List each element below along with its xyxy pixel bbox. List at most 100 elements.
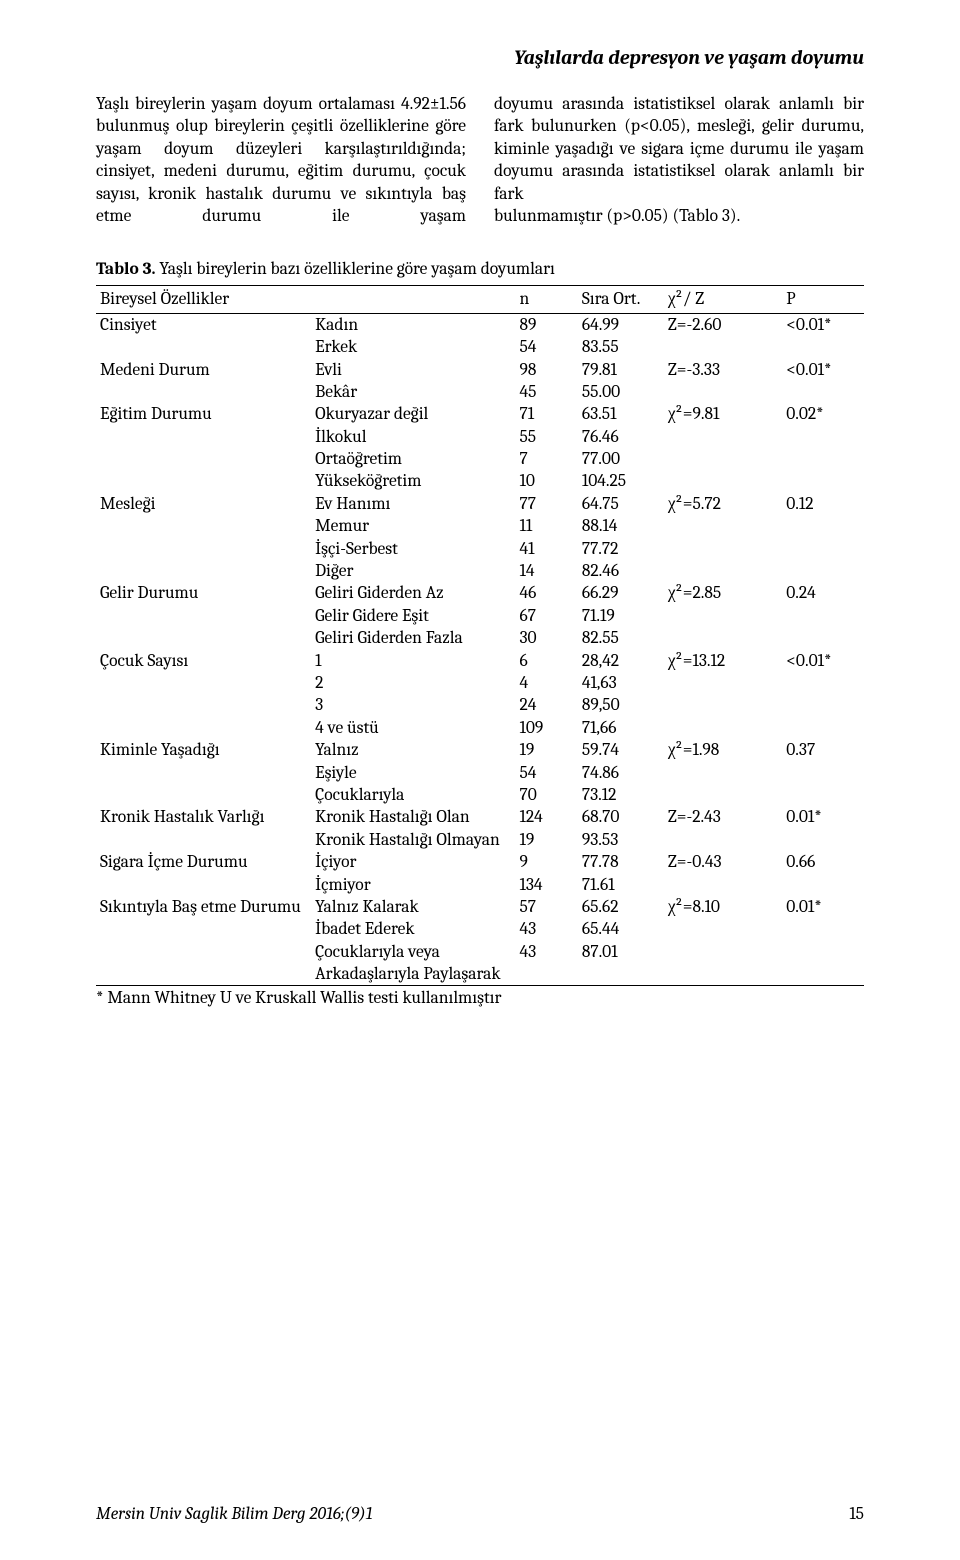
cell-cat: Okuryazar değil <box>311 403 515 425</box>
table-row: İçmiyor13471.61 <box>96 874 864 896</box>
cell-sira: 55.00 <box>578 381 664 403</box>
cell-p <box>782 694 864 716</box>
cell-sira: 82.46 <box>578 560 664 582</box>
cell-chi <box>664 336 782 358</box>
table-row: Medeni DurumEvli9879.81Z=-3.33<0.01* <box>96 359 864 381</box>
table-row: Kiminle YaşadığıYalnız1959.74χ²=1.980.37 <box>96 739 864 761</box>
table-row: Sigara İçme Durumuİçiyor977.78Z=-0.430.6… <box>96 851 864 873</box>
cell-p: 0.24 <box>782 582 864 604</box>
th-sira: Sıra Ort. <box>578 286 664 313</box>
table-row: Diğer1482.46 <box>96 560 864 582</box>
cell-sira: 63.51 <box>578 403 664 425</box>
cell-chi <box>664 605 782 627</box>
paragraph-left: Yaşlı bireylerin yaşam doyum ortalaması … <box>96 93 466 227</box>
cell-sira: 76.46 <box>578 426 664 448</box>
paragraph-right: doyumu arasında istatistiksel olarak anl… <box>494 93 864 227</box>
cell-n: 45 <box>515 381 577 403</box>
table-row: MesleğiEv Hanımı7764.75χ²=5.720.12 <box>96 493 864 515</box>
th-var: Bireysel Özellikler <box>96 286 515 313</box>
cell-n: 124 <box>515 806 577 828</box>
cell-chi <box>664 470 782 492</box>
cell-cat: 2 <box>311 672 515 694</box>
cell-sira: 88.14 <box>578 515 664 537</box>
cell-sira: 73.12 <box>578 784 664 806</box>
cell-var: Gelir Durumu <box>96 582 311 604</box>
cell-n: 7 <box>515 448 577 470</box>
cell-chi <box>664 717 782 739</box>
cell-p <box>782 918 864 940</box>
cell-cat: İçiyor <box>311 851 515 873</box>
cell-p <box>782 470 864 492</box>
cell-p <box>782 515 864 537</box>
cell-sira: 104.25 <box>578 470 664 492</box>
cell-cat: 1 <box>311 650 515 672</box>
cell-chi: Z=-0.43 <box>664 851 782 873</box>
cell-var <box>96 560 311 582</box>
cell-p <box>782 941 864 986</box>
cell-chi: Z=-2.60 <box>664 313 782 336</box>
table-caption-label: Tablo 3. <box>96 259 156 279</box>
cell-p: 0.66 <box>782 851 864 873</box>
cell-var <box>96 874 311 896</box>
cell-n: 54 <box>515 762 577 784</box>
table-row: 32489,50 <box>96 694 864 716</box>
footer-journal: Mersin Univ Saglik Bilim Derg 2016;(9)1 <box>96 1504 373 1524</box>
cell-cat: Memur <box>311 515 515 537</box>
cell-n: 43 <box>515 941 577 986</box>
paragraph-columns: Yaşlı bireylerin yaşam doyum ortalaması … <box>96 93 864 227</box>
cell-sira: 64.75 <box>578 493 664 515</box>
th-n: n <box>515 286 577 313</box>
table-caption-text: Yaşlı bireylerin bazı özelliklerine göre… <box>156 259 555 279</box>
cell-n: 30 <box>515 627 577 649</box>
cell-sira: 77.00 <box>578 448 664 470</box>
cell-var <box>96 918 311 940</box>
cell-n: 57 <box>515 896 577 918</box>
cell-var <box>96 605 311 627</box>
table-body: CinsiyetKadın8964.99Z=-2.60<0.01*Erkek54… <box>96 313 864 986</box>
cell-var: Medeni Durum <box>96 359 311 381</box>
table-row: Kronik Hastalık VarlığıKronik Hastalığı … <box>96 806 864 828</box>
table-header-row: Bireysel Özellikler n Sıra Ort. χ²/ Z P <box>96 286 864 313</box>
cell-n: 55 <box>515 426 577 448</box>
cell-var: Kronik Hastalık Varlığı <box>96 806 311 828</box>
cell-n: 77 <box>515 493 577 515</box>
footer: Mersin Univ Saglik Bilim Derg 2016;(9)1 … <box>96 1504 864 1524</box>
cell-sira: 79.81 <box>578 359 664 381</box>
cell-chi: Z=-3.33 <box>664 359 782 381</box>
table-row: Çocuklarıyla veya Arkadaşlarıyla Paylaşa… <box>96 941 864 986</box>
cell-p <box>782 717 864 739</box>
cell-cat: Kronik Hastalığı Olan <box>311 806 515 828</box>
table-footnote: * Mann Whitney U ve Kruskall Wallis test… <box>96 988 864 1008</box>
cell-var <box>96 694 311 716</box>
cell-cat: Çocuklarıyla veya Arkadaşlarıyla Paylaşa… <box>311 941 515 986</box>
table-row: Memur1188.14 <box>96 515 864 537</box>
cell-p <box>782 627 864 649</box>
cell-sira: 82.55 <box>578 627 664 649</box>
cell-n: 89 <box>515 313 577 336</box>
cell-p <box>782 874 864 896</box>
cell-cat: Yalnız <box>311 739 515 761</box>
cell-chi <box>664 381 782 403</box>
cell-var <box>96 426 311 448</box>
table-row: 4 ve üstü10971,66 <box>96 717 864 739</box>
cell-var <box>96 762 311 784</box>
cell-chi <box>664 538 782 560</box>
cell-chi <box>664 560 782 582</box>
cell-n: 10 <box>515 470 577 492</box>
cell-var: Sıkıntıyla Baş etme Durumu <box>96 896 311 918</box>
cell-var <box>96 784 311 806</box>
cell-n: 46 <box>515 582 577 604</box>
cell-var: Mesleği <box>96 493 311 515</box>
cell-chi <box>664 627 782 649</box>
cell-cat: İbadet Ederek <box>311 918 515 940</box>
table-row: Gelir DurumuGeliri Giderden Az4666.29χ²=… <box>96 582 864 604</box>
cell-n: 54 <box>515 336 577 358</box>
cell-chi <box>664 515 782 537</box>
cell-cat: Bekâr <box>311 381 515 403</box>
cell-var <box>96 627 311 649</box>
cell-chi <box>664 941 782 986</box>
th-p: P <box>782 286 864 313</box>
cell-sira: 93.53 <box>578 829 664 851</box>
cell-n: 6 <box>515 650 577 672</box>
table-caption: Tablo 3. Yaşlı bireylerin bazı özellikle… <box>96 259 864 279</box>
